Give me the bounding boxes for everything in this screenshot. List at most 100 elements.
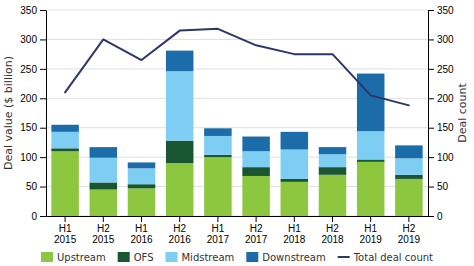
tick-label: H12019 [360, 223, 383, 245]
bar [166, 141, 194, 163]
tick-label: 350 [20, 5, 37, 16]
legend-label: Downstream [262, 252, 325, 263]
y-axis: 050100150200250300350 [20, 5, 46, 222]
bar [90, 182, 118, 189]
tick: H22018 [321, 216, 344, 245]
bar [90, 190, 118, 216]
tick: 150 [428, 122, 454, 133]
bar [51, 148, 79, 151]
tick-mark [179, 216, 180, 222]
tick: 300 [20, 34, 46, 45]
legend-swatch [41, 252, 53, 262]
tick: 100 [20, 152, 46, 163]
bar [166, 51, 194, 72]
legend-item: Downstream [246, 252, 325, 263]
bar [204, 128, 232, 136]
tick-mark [103, 216, 104, 222]
tick-label: 100 [20, 152, 37, 163]
tick-mark [408, 216, 409, 222]
bar [128, 168, 156, 184]
tick-mark [428, 10, 434, 11]
tick: H12019 [360, 216, 383, 245]
tick-label: 300 [437, 34, 454, 45]
line [65, 29, 409, 106]
tick-mark [40, 157, 46, 158]
tick-label: H12017 [207, 223, 230, 245]
tick: 0 [428, 211, 443, 222]
tick-mark [294, 216, 295, 222]
tick-mark [40, 98, 46, 99]
bar [166, 71, 194, 140]
tick-label: 250 [20, 64, 37, 75]
tick-label: H22015 [92, 223, 115, 245]
tick-mark [370, 216, 371, 222]
tick: 200 [428, 93, 454, 104]
tick: H22019 [398, 216, 421, 245]
bar [281, 179, 309, 182]
bar [319, 175, 347, 216]
tick-label: H12015 [54, 223, 77, 245]
tick-mark [428, 128, 434, 129]
tick: 300 [428, 34, 454, 45]
bar [319, 167, 347, 175]
tick: H22016 [169, 216, 192, 245]
bar [51, 132, 79, 148]
tick-mark [40, 216, 46, 217]
tick: 100 [428, 152, 454, 163]
tick-label: 250 [437, 64, 454, 75]
axis-line [46, 11, 47, 217]
bar [395, 158, 423, 174]
bar [128, 184, 156, 188]
tick-mark [428, 98, 434, 99]
bar-series [51, 151, 422, 216]
marks [51, 29, 422, 216]
bar [204, 136, 232, 155]
tick-label: 0 [31, 211, 37, 222]
tick-mark [65, 216, 66, 222]
tick-mark [428, 39, 434, 40]
tick-mark [141, 216, 142, 222]
bar [395, 145, 423, 158]
tick: H22015 [92, 216, 115, 245]
axis-title: Deal value ($ billion) [2, 56, 15, 170]
tick: H12017 [207, 216, 230, 245]
bar [166, 163, 194, 216]
tick-label: H12016 [130, 223, 153, 245]
legend-swatch [338, 256, 350, 258]
tick-mark [428, 69, 434, 70]
tick-mark [40, 128, 46, 129]
bar [357, 159, 385, 161]
legend-item: OFS [118, 252, 154, 263]
tick-mark [332, 216, 333, 222]
y2-axis: 0 50 100 150 200 250 300 350 [428, 5, 454, 222]
legend-swatch [118, 252, 130, 262]
tick-label: 200 [20, 93, 37, 104]
bar-series [51, 51, 422, 169]
bar [357, 74, 385, 132]
tick-label: H22016 [169, 223, 192, 245]
tick-mark [217, 216, 218, 222]
bar [281, 182, 309, 216]
tick-label: 50 [437, 181, 449, 192]
tick-label: H12018 [283, 223, 306, 245]
tick-label: H22018 [321, 223, 344, 245]
tick: 50 [428, 181, 449, 192]
bar [395, 179, 423, 216]
tick-label: 200 [437, 93, 454, 104]
bar [51, 151, 79, 216]
bar [128, 162, 156, 168]
bar-series [51, 71, 422, 184]
legend-label: OFS [134, 252, 154, 263]
bar [242, 137, 270, 152]
tick-label: H22017 [245, 223, 268, 245]
bar [281, 149, 309, 178]
tick-mark [40, 10, 46, 11]
legend-label: Upstream [57, 252, 106, 263]
tick: H12015 [54, 216, 77, 245]
tick-label: H22019 [398, 223, 421, 245]
bar [242, 176, 270, 216]
tick-label: 150 [20, 122, 37, 133]
tick-label: 350 [437, 5, 454, 16]
tick-label: 300 [20, 34, 37, 45]
tick: 250 [428, 64, 454, 75]
